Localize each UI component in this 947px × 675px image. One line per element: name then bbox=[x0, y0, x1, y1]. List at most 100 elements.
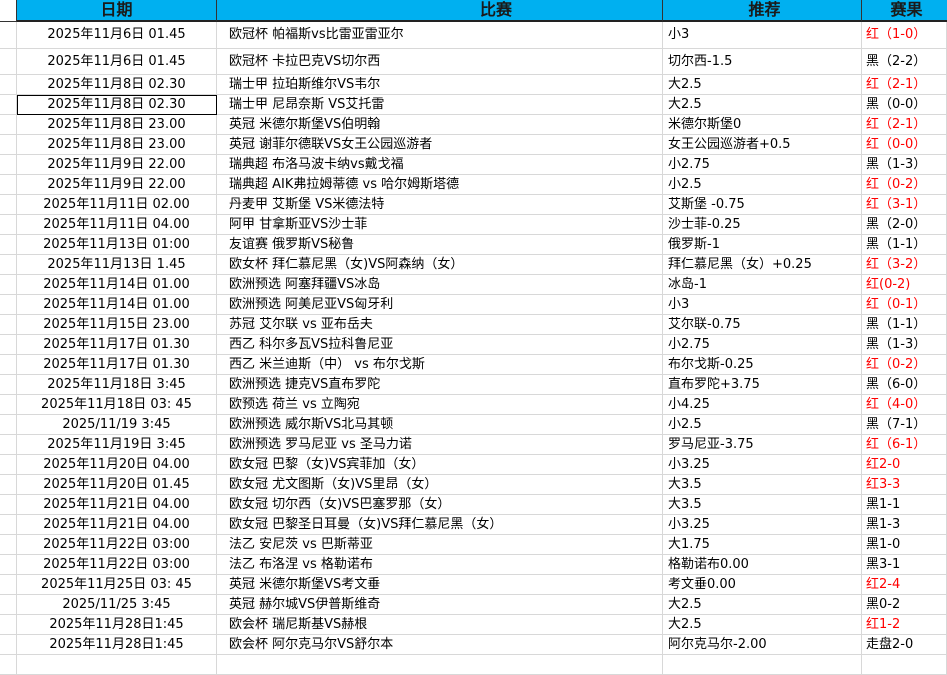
header-tip[interactable]: 推荐 bbox=[663, 0, 862, 22]
tip-cell[interactable]: 小3.25 bbox=[663, 515, 862, 535]
match-cell[interactable]: 欧洲预选 威尔斯VS北马其顿 bbox=[217, 415, 663, 435]
row-header[interactable] bbox=[0, 395, 17, 415]
result-cell[interactable]: 红（0-1） bbox=[862, 295, 947, 315]
match-cell[interactable]: 西乙 米兰迪斯（中） vs 布尔戈斯 bbox=[217, 355, 663, 375]
match-cell[interactable]: 瑞士甲 拉珀斯维尔VS韦尔 bbox=[217, 75, 663, 95]
date-cell[interactable]: 2025年11月18日 03: 45 bbox=[17, 395, 217, 415]
match-cell[interactable]: 欧洲预选 罗马尼亚 vs 圣马力诺 bbox=[217, 435, 663, 455]
date-cell[interactable]: 2025年11月9日 22.00 bbox=[17, 155, 217, 175]
row-header[interactable] bbox=[0, 75, 17, 95]
match-cell[interactable]: 欧预选 荷兰 vs 立陶宛 bbox=[217, 395, 663, 415]
date-cell[interactable]: 2025年11月20日 01.45 bbox=[17, 475, 217, 495]
match-cell[interactable]: 瑞士甲 尼昂奈斯 VS艾托雷 bbox=[217, 95, 663, 115]
date-cell[interactable]: 2025年11月9日 22.00 bbox=[17, 175, 217, 195]
row-header[interactable] bbox=[0, 655, 17, 675]
result-cell[interactable]: 黑1-0 bbox=[862, 535, 947, 555]
match-cell[interactable]: 欧女冠 切尔西（女)VS巴塞罗那（女） bbox=[217, 495, 663, 515]
tip-cell[interactable]: 大2.5 bbox=[663, 595, 862, 615]
date-cell[interactable]: 2025年11月28日1:45 bbox=[17, 635, 217, 655]
match-cell[interactable]: 欧女冠 巴黎圣日耳曼（女)VS拜仁慕尼黑（女） bbox=[217, 515, 663, 535]
date-cell[interactable]: 2025年11月8日 23.00 bbox=[17, 115, 217, 135]
row-header[interactable] bbox=[0, 635, 17, 655]
date-cell[interactable]: 2025年11月6日 01.45 bbox=[17, 49, 217, 75]
result-cell[interactable]: 黑3-1 bbox=[862, 555, 947, 575]
row-header[interactable] bbox=[0, 475, 17, 495]
header-result[interactable]: 赛果 bbox=[862, 0, 947, 22]
match-cell[interactable]: 欧冠杯 帕福斯vs比雷亚雷亚尔 bbox=[217, 22, 663, 49]
result-cell[interactable]: 红2-4 bbox=[862, 575, 947, 595]
row-header[interactable] bbox=[0, 355, 17, 375]
tip-cell[interactable]: 切尔西-1.5 bbox=[663, 49, 862, 75]
result-cell[interactable]: 红（2-1） bbox=[862, 75, 947, 95]
match-cell[interactable]: 欧洲预选 阿美尼亚VS匈牙利 bbox=[217, 295, 663, 315]
date-cell[interactable]: 2025/11/25 3:45 bbox=[17, 595, 217, 615]
match-cell[interactable]: 友谊赛 俄罗斯VS秘鲁 bbox=[217, 235, 663, 255]
tip-cell[interactable]: 俄罗斯-1 bbox=[663, 235, 862, 255]
tip-cell[interactable]: 小3 bbox=[663, 22, 862, 49]
tip-cell[interactable]: 小4.25 bbox=[663, 395, 862, 415]
date-cell[interactable]: 2025年11月22日 03:00 bbox=[17, 555, 217, 575]
result-cell[interactable] bbox=[862, 655, 947, 675]
match-cell[interactable]: 英冠 谢菲尔德联VS女王公园巡游者 bbox=[217, 135, 663, 155]
row-header[interactable] bbox=[0, 49, 17, 75]
match-cell[interactable]: 欧会杯 阿尔克马尔VS舒尔本 bbox=[217, 635, 663, 655]
row-header[interactable] bbox=[0, 275, 17, 295]
tip-cell[interactable]: 大3.5 bbox=[663, 495, 862, 515]
result-cell[interactable]: 红2-0 bbox=[862, 455, 947, 475]
date-cell[interactable]: 2025年11月18日 3:45 bbox=[17, 375, 217, 395]
tip-cell[interactable]: 大2.5 bbox=[663, 95, 862, 115]
match-cell[interactable]: 欧会杯 瑞尼斯基VS赫根 bbox=[217, 615, 663, 635]
date-cell[interactable]: 2025年11月13日 1.45 bbox=[17, 255, 217, 275]
date-cell[interactable] bbox=[17, 655, 217, 675]
date-cell[interactable]: 2025年11月17日 01.30 bbox=[17, 335, 217, 355]
result-cell[interactable]: 黑（1-1） bbox=[862, 235, 947, 255]
tip-cell[interactable]: 阿尔克马尔-2.00 bbox=[663, 635, 862, 655]
result-cell[interactable]: 红（0-2） bbox=[862, 355, 947, 375]
result-cell[interactable]: 黑（1-1） bbox=[862, 315, 947, 335]
row-header[interactable] bbox=[0, 215, 17, 235]
tip-cell[interactable]: 大3.5 bbox=[663, 475, 862, 495]
result-cell[interactable]: 红（0-2） bbox=[862, 175, 947, 195]
match-cell[interactable]: 法乙 布洛涅 vs 格勒诺布 bbox=[217, 555, 663, 575]
match-cell[interactable]: 英冠 赫尔城VS伊普斯维奇 bbox=[217, 595, 663, 615]
result-cell[interactable]: 红(0-2) bbox=[862, 275, 947, 295]
match-cell[interactable] bbox=[217, 655, 663, 675]
date-cell[interactable]: 2025年11月13日 01:00 bbox=[17, 235, 217, 255]
row-header[interactable] bbox=[0, 375, 17, 395]
row-header[interactable] bbox=[0, 95, 17, 115]
date-cell[interactable]: 2025年11月8日 02.30 bbox=[17, 95, 217, 115]
date-cell[interactable]: 2025年11月6日 01.45 bbox=[17, 22, 217, 49]
header-match[interactable]: 比赛 bbox=[217, 0, 663, 22]
row-header[interactable] bbox=[0, 195, 17, 215]
tip-cell[interactable]: 女王公园巡游者+0.5 bbox=[663, 135, 862, 155]
row-header[interactable] bbox=[0, 575, 17, 595]
tip-cell[interactable]: 小2.75 bbox=[663, 335, 862, 355]
row-header[interactable] bbox=[0, 415, 17, 435]
match-cell[interactable]: 瑞典超 AIK弗拉姆蒂德 vs 哈尔姆斯塔德 bbox=[217, 175, 663, 195]
tip-cell[interactable]: 小3.25 bbox=[663, 455, 862, 475]
tip-cell[interactable]: 考文垂0.00 bbox=[663, 575, 862, 595]
tip-cell[interactable]: 直布罗陀+3.75 bbox=[663, 375, 862, 395]
match-cell[interactable]: 西乙 科尔多瓦VS拉科鲁尼亚 bbox=[217, 335, 663, 355]
tip-cell[interactable]: 大2.5 bbox=[663, 75, 862, 95]
match-cell[interactable]: 苏冠 艾尔联 vs 亚布岳夫 bbox=[217, 315, 663, 335]
date-cell[interactable]: 2025年11月15日 23.00 bbox=[17, 315, 217, 335]
date-cell[interactable]: 2025年11月11日 04.00 bbox=[17, 215, 217, 235]
date-cell[interactable]: 2025年11月22日 03:00 bbox=[17, 535, 217, 555]
match-cell[interactable]: 法乙 安尼茨 vs 巴斯蒂亚 bbox=[217, 535, 663, 555]
match-cell[interactable]: 欧洲预选 阿塞拜疆VS冰岛 bbox=[217, 275, 663, 295]
row-header[interactable] bbox=[0, 535, 17, 555]
result-cell[interactable]: 红（0-0） bbox=[862, 135, 947, 155]
date-cell[interactable]: 2025年11月17日 01.30 bbox=[17, 355, 217, 375]
tip-cell[interactable]: 大1.75 bbox=[663, 535, 862, 555]
match-cell[interactable]: 阿甲 甘拿斯亚VS沙士菲 bbox=[217, 215, 663, 235]
result-cell[interactable]: 红3-3 bbox=[862, 475, 947, 495]
row-header[interactable] bbox=[0, 435, 17, 455]
match-cell[interactable]: 欧女冠 尤文图斯（女)VS里昂（女） bbox=[217, 475, 663, 495]
tip-cell[interactable]: 布尔戈斯-0.25 bbox=[663, 355, 862, 375]
row-header[interactable] bbox=[0, 22, 17, 49]
row-header[interactable] bbox=[0, 315, 17, 335]
match-cell[interactable]: 欧女杯 拜仁慕尼黑（女)VS阿森纳（女） bbox=[217, 255, 663, 275]
row-header[interactable] bbox=[0, 255, 17, 275]
match-cell[interactable]: 英冠 米德尔斯堡VS伯明翰 bbox=[217, 115, 663, 135]
